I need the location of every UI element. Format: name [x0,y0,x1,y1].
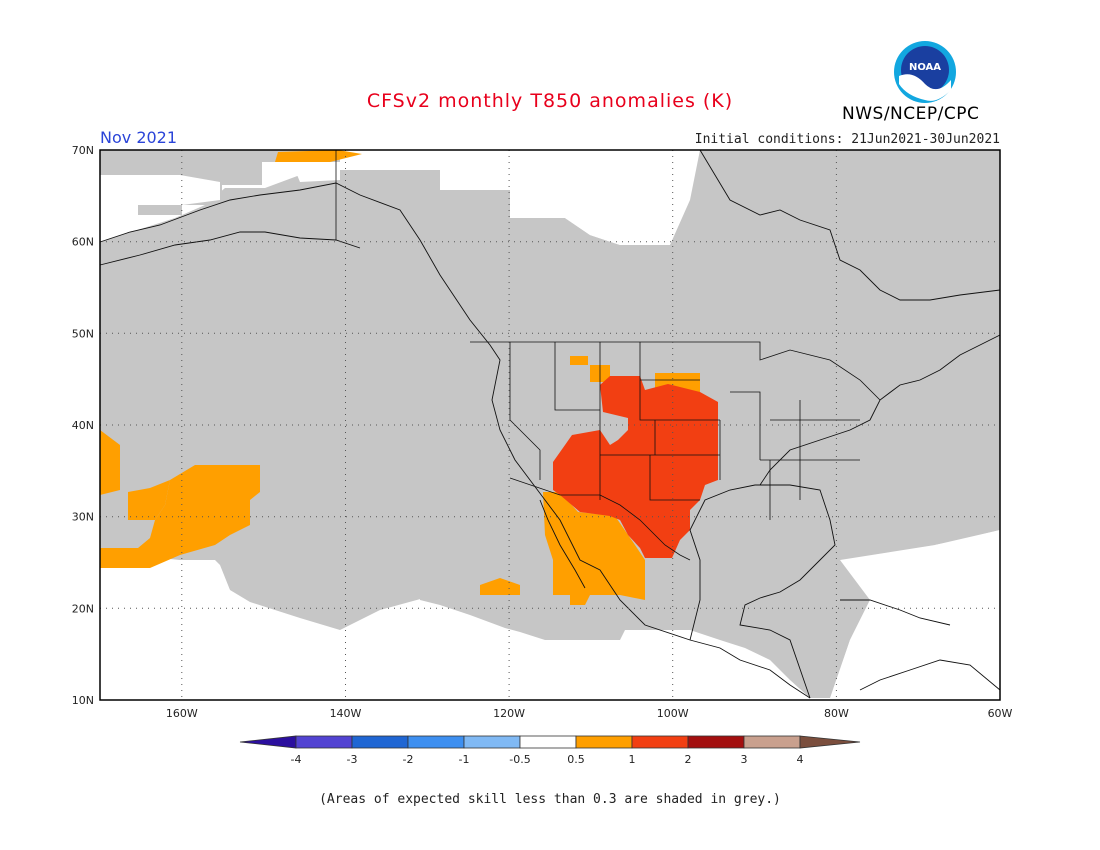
lat-label-20n: 20N [72,602,94,615]
lat-label-10n: 10N [72,694,94,707]
agency-label: NWS/NCEP/CPC [842,104,980,124]
logo-text: NOAA [909,62,941,73]
coastlines [99,149,1001,699]
colorbar-tick-label: 3 [741,753,748,766]
map-frame [99,149,1001,701]
lon-label-60w: 60W [988,707,1013,720]
lat-label-60n: 60N [72,236,94,249]
lat-label-70n: 70N [72,144,94,157]
anomaly-1-2 [553,376,718,558]
lon-label-160w: 160W [166,707,198,720]
lon-label-100w: 100W [657,707,689,720]
colorbar-swatch-10 [799,735,861,749]
colorbar-tick-label: 4 [797,753,804,766]
colorbar-swatch-7 [631,735,689,749]
noaa-logo: NOAA [894,41,956,103]
lon-label-140w: 140W [330,707,362,720]
colorbar-swatch-8 [687,735,745,749]
colorbar-tick-label: -1 [459,753,470,766]
anomaly-0.5-1 [100,150,700,605]
colorbar-tick-label: 0.5 [567,753,585,766]
colorbar-tick-label: -2 [403,753,414,766]
colorbar-tick-label: -0.5 [509,753,530,766]
colorbar-tick-label: -4 [291,753,302,766]
colorbar-tick-label: -3 [347,753,358,766]
colorbar-swatch-1 [295,735,353,749]
colorbar-swatch-5 [519,735,577,749]
lat-label-50n: 50N [72,327,94,340]
colorbar-swatch-3 [407,735,465,749]
colorbar-swatch-0 [239,735,297,749]
colorbar [239,735,861,749]
colorbar-tick-label: 1 [629,753,636,766]
colorbar-swatch-2 [351,735,409,749]
initial-conditions: Initial conditions: 21Jun2021-30Jun2021 [694,132,1000,147]
lon-label-80w: 80W [824,707,849,720]
skill-footnote: (Areas of expected skill less than 0.3 a… [319,792,781,807]
political-borders [335,150,881,561]
colorbar-tick-label: 2 [685,753,692,766]
target-month: Nov 2021 [100,128,178,147]
lat-label-30n: 30N [72,511,94,524]
colorbar-swatch-6 [575,735,633,749]
colorbar-swatch-4 [463,735,521,749]
lon-label-120w: 120W [493,707,525,720]
lat-label-40n: 40N [72,419,94,432]
colorbar-swatch-9 [743,735,801,749]
chart-title: CFSv2 monthly T850 anomalies (K) [366,90,734,112]
gridlines [100,150,1000,700]
near-normal-areas [100,170,1000,700]
